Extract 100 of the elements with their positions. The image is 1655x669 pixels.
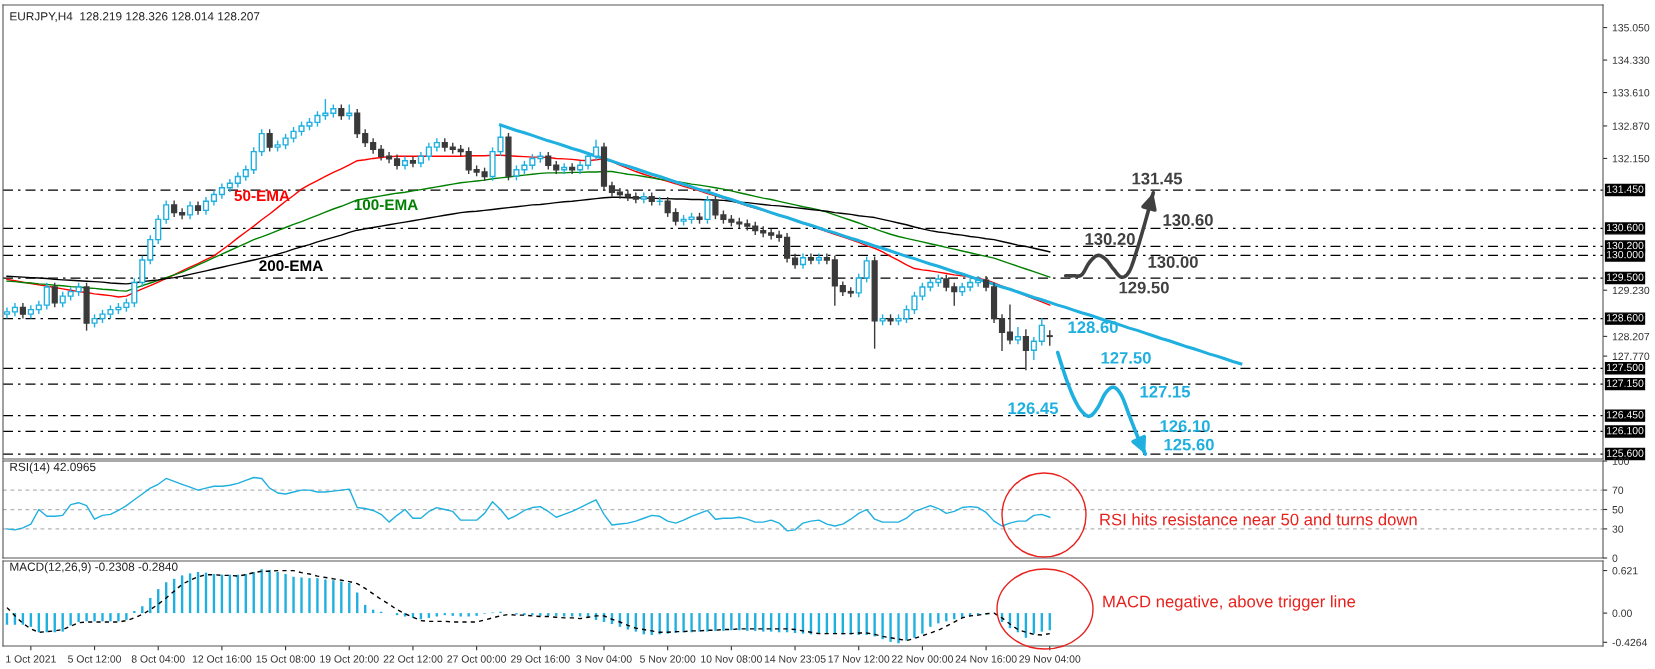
annotation: 128.60	[1068, 321, 1118, 334]
bar	[340, 581, 343, 614]
candlestick	[393, 154, 401, 170]
x-tick-label: 5 Nov 20:00	[640, 655, 696, 663]
bar	[459, 613, 462, 617]
series-label: 200-EMA	[259, 260, 323, 272]
x-tick-label: 22 Oct 12:00	[383, 655, 443, 663]
candlestick	[234, 172, 241, 188]
bar	[722, 613, 725, 631]
text: EURJPY,H4 128.219 128.326 128.014 128.207	[10, 12, 260, 22]
bar	[125, 613, 128, 620]
annotation: RSI hits resistance near 50 and turns down	[1100, 513, 1417, 526]
candlestick	[783, 233, 791, 263]
x-tick-label: 14 Nov 23:05	[764, 655, 826, 663]
y-tick-label: 128.207	[1612, 332, 1650, 341]
bar	[316, 578, 319, 614]
bar	[292, 576, 295, 614]
candlestick	[990, 282, 998, 323]
annotation: 125.60	[1164, 438, 1214, 451]
bar	[308, 578, 311, 614]
bar	[937, 613, 940, 624]
ref-line-label: 126.450	[1606, 411, 1644, 419]
candlestick	[35, 300, 42, 314]
ref-line-label: 125.600	[1606, 449, 1644, 457]
candlestick	[362, 129, 369, 147]
annotation: 131.45	[1132, 172, 1183, 185]
bar	[913, 613, 916, 638]
bar	[738, 613, 741, 631]
annotation: 130.00	[1148, 256, 1198, 268]
bar	[427, 613, 431, 618]
bar	[531, 613, 534, 616]
ref-line-label: 130.200	[1606, 241, 1644, 250]
bar	[117, 613, 120, 622]
chart-title: MACD(12,26,9) -0.2308 -0.2840	[10, 562, 178, 574]
y-tick-label: 0	[1612, 554, 1618, 562]
bar	[929, 613, 932, 627]
bar	[706, 613, 709, 632]
candlestick	[11, 303, 19, 317]
annotation: 127.15	[1140, 385, 1191, 398]
y-tick-label: 135.050	[1612, 24, 1650, 32]
bar	[563, 613, 566, 617]
ref-line-label: 127.150	[1606, 379, 1644, 387]
x-tick-label: 3 Nov 04:00	[576, 655, 632, 663]
bar	[730, 613, 733, 631]
annotation: 126.45	[1008, 402, 1059, 415]
y-tick-label: 50	[1612, 506, 1624, 514]
candlestick	[19, 303, 26, 319]
annotation: 126.10	[1160, 420, 1210, 432]
candlestick	[417, 151, 424, 168]
candlestick	[799, 253, 807, 269]
bar	[85, 613, 88, 622]
candlestick	[3, 307, 11, 319]
bar	[109, 613, 112, 622]
x-tick-label: 19 Oct 20:00	[320, 655, 379, 663]
series-label: 100-EMA	[354, 199, 418, 211]
x-tick-label: 29 Nov 04:00	[1019, 655, 1081, 663]
bar	[674, 613, 677, 633]
y-tick-label: 30	[1612, 525, 1624, 533]
bar	[714, 613, 717, 631]
candlestick	[1006, 304, 1014, 345]
bar	[539, 613, 542, 616]
bar	[300, 577, 303, 614]
candlestick	[433, 138, 440, 152]
candlestick	[983, 275, 990, 292]
bar	[69, 613, 72, 626]
bar	[467, 613, 470, 617]
bar	[889, 613, 892, 642]
annotation: 129.50	[1119, 281, 1169, 294]
candlestick	[179, 208, 186, 220]
candlestick	[194, 201, 202, 215]
series-label: 50-EMA	[234, 190, 290, 202]
bar	[324, 579, 327, 614]
annotation: MACD negative, above trigger line	[1103, 595, 1356, 611]
candlestick	[378, 145, 385, 161]
candlestick	[186, 201, 194, 220]
bar	[666, 613, 669, 634]
bar	[435, 613, 439, 617]
candlestick	[584, 151, 592, 170]
chart-title: RSI(14) 42.0965	[10, 462, 96, 474]
candlestick	[210, 190, 218, 206]
candlestick	[600, 142, 608, 191]
candlestick	[385, 151, 393, 164]
y-tick-label: 0.621	[1612, 567, 1638, 575]
candlestick	[967, 278, 974, 292]
candlestick	[791, 253, 799, 269]
bar	[873, 613, 876, 637]
y-tick-label: 0.00	[1612, 609, 1632, 617]
bar	[276, 571, 279, 614]
candlestick	[401, 156, 409, 170]
bar	[284, 574, 287, 614]
candlestick	[592, 139, 600, 161]
ref-line-label: 130.000	[1606, 250, 1644, 259]
candlestick	[608, 181, 616, 197]
ref-line-label: 127.500	[1606, 363, 1644, 372]
bar	[881, 613, 884, 640]
ref-line-label: 129.500	[1606, 273, 1644, 281]
y-tick-label: 133.610	[1612, 89, 1650, 97]
candlestick	[632, 192, 639, 204]
bar	[268, 569, 271, 614]
bar	[897, 613, 900, 644]
